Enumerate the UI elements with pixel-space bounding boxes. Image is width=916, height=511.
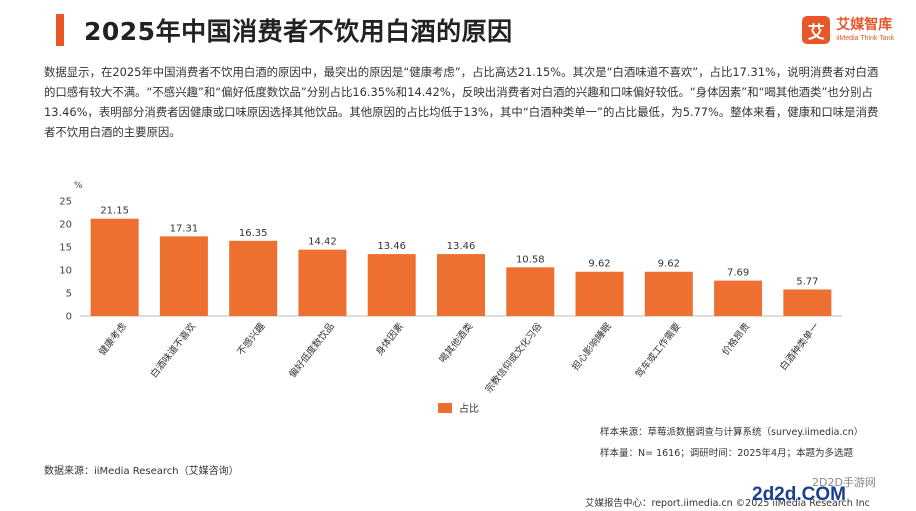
y-tick-label: 15 (59, 243, 72, 254)
x-tick-label: 不感兴趣 (235, 320, 268, 358)
bar (90, 218, 139, 316)
x-tick-label: 价格昂贵 (720, 320, 753, 357)
bar (644, 271, 693, 316)
bar (298, 249, 347, 316)
x-tick-label: 白酒味道不喜欢 (148, 320, 199, 380)
data-source: 数据来源：iiMedia Research（艾媒咨询） (44, 466, 239, 477)
data-label: 17.31 (170, 223, 199, 234)
data-label: 21.15 (100, 206, 129, 217)
data-label: 10.58 (516, 254, 545, 265)
y-tick-label: 5 (66, 289, 72, 300)
watermark-text: 2D2D手游网 (812, 476, 876, 489)
data-label: 5.77 (796, 276, 818, 287)
x-tick-label: 白酒种类单一 (777, 320, 822, 373)
x-tick-label: 宗教信仰或文化习俗 (483, 320, 545, 395)
watermark-logo: 2d2d.COM (752, 484, 846, 505)
x-tick-label: 健康考虑 (96, 320, 129, 358)
y-tick-label: 20 (59, 220, 72, 231)
brand-name: 艾媒智库 (836, 17, 893, 33)
y-axis-unit: % (74, 181, 83, 191)
y-tick-label: 0 (66, 312, 72, 323)
data-label: 9.62 (658, 259, 680, 270)
brand-logo: 艾 艾媒智库 iiMedia Think Tank (802, 16, 894, 44)
sample-size: 样本量：N= 1616；调研时间：2025年4月；本题为多选题 (600, 448, 853, 459)
data-label: 14.42 (308, 237, 337, 248)
page-title: 2025年中国消费者不饮用白酒的原因 (84, 17, 513, 46)
x-tick-label: 身体因素 (373, 320, 406, 358)
y-tick-label: 10 (59, 266, 72, 277)
x-tick-label: 担心影响睡眠 (569, 320, 614, 373)
x-tick-label: 喝其他酒类 (437, 320, 476, 365)
x-tick-label: 偏好低度数饮品 (286, 320, 336, 380)
title-accent-bar (56, 14, 64, 46)
data-label: 9.62 (588, 259, 610, 270)
bar (575, 271, 624, 316)
report-center: 艾媒报告中心：report.iimedia.cn ©2025 iiMedia R… (585, 498, 870, 509)
bar (437, 254, 485, 316)
legend-swatch (438, 403, 452, 413)
bar (367, 254, 416, 316)
bar (714, 280, 763, 316)
sample-source: 样本来源：草莓派数据调查与计算系统（survey.iimedia.cn） (600, 427, 864, 438)
brand-subtitle: iiMedia Think Tank (836, 35, 894, 42)
data-label: 13.46 (377, 241, 406, 252)
bar (506, 267, 555, 316)
y-tick-label: 25 (59, 197, 72, 208)
x-tick-label: 驾车或工作需要 (633, 320, 683, 380)
data-label: 7.69 (727, 268, 749, 279)
data-label: 16.35 (239, 228, 268, 239)
description-paragraph: 数据显示，在2025年中国消费者不饮用白酒的原因中，最突出的原因是“健康考虑”，… (44, 65, 879, 139)
brand-mark: 艾 (802, 16, 831, 44)
legend-label: 占比 (459, 402, 479, 415)
bar (229, 240, 278, 316)
data-label: 13.46 (447, 241, 476, 252)
bar (159, 236, 208, 316)
bar (783, 289, 832, 316)
